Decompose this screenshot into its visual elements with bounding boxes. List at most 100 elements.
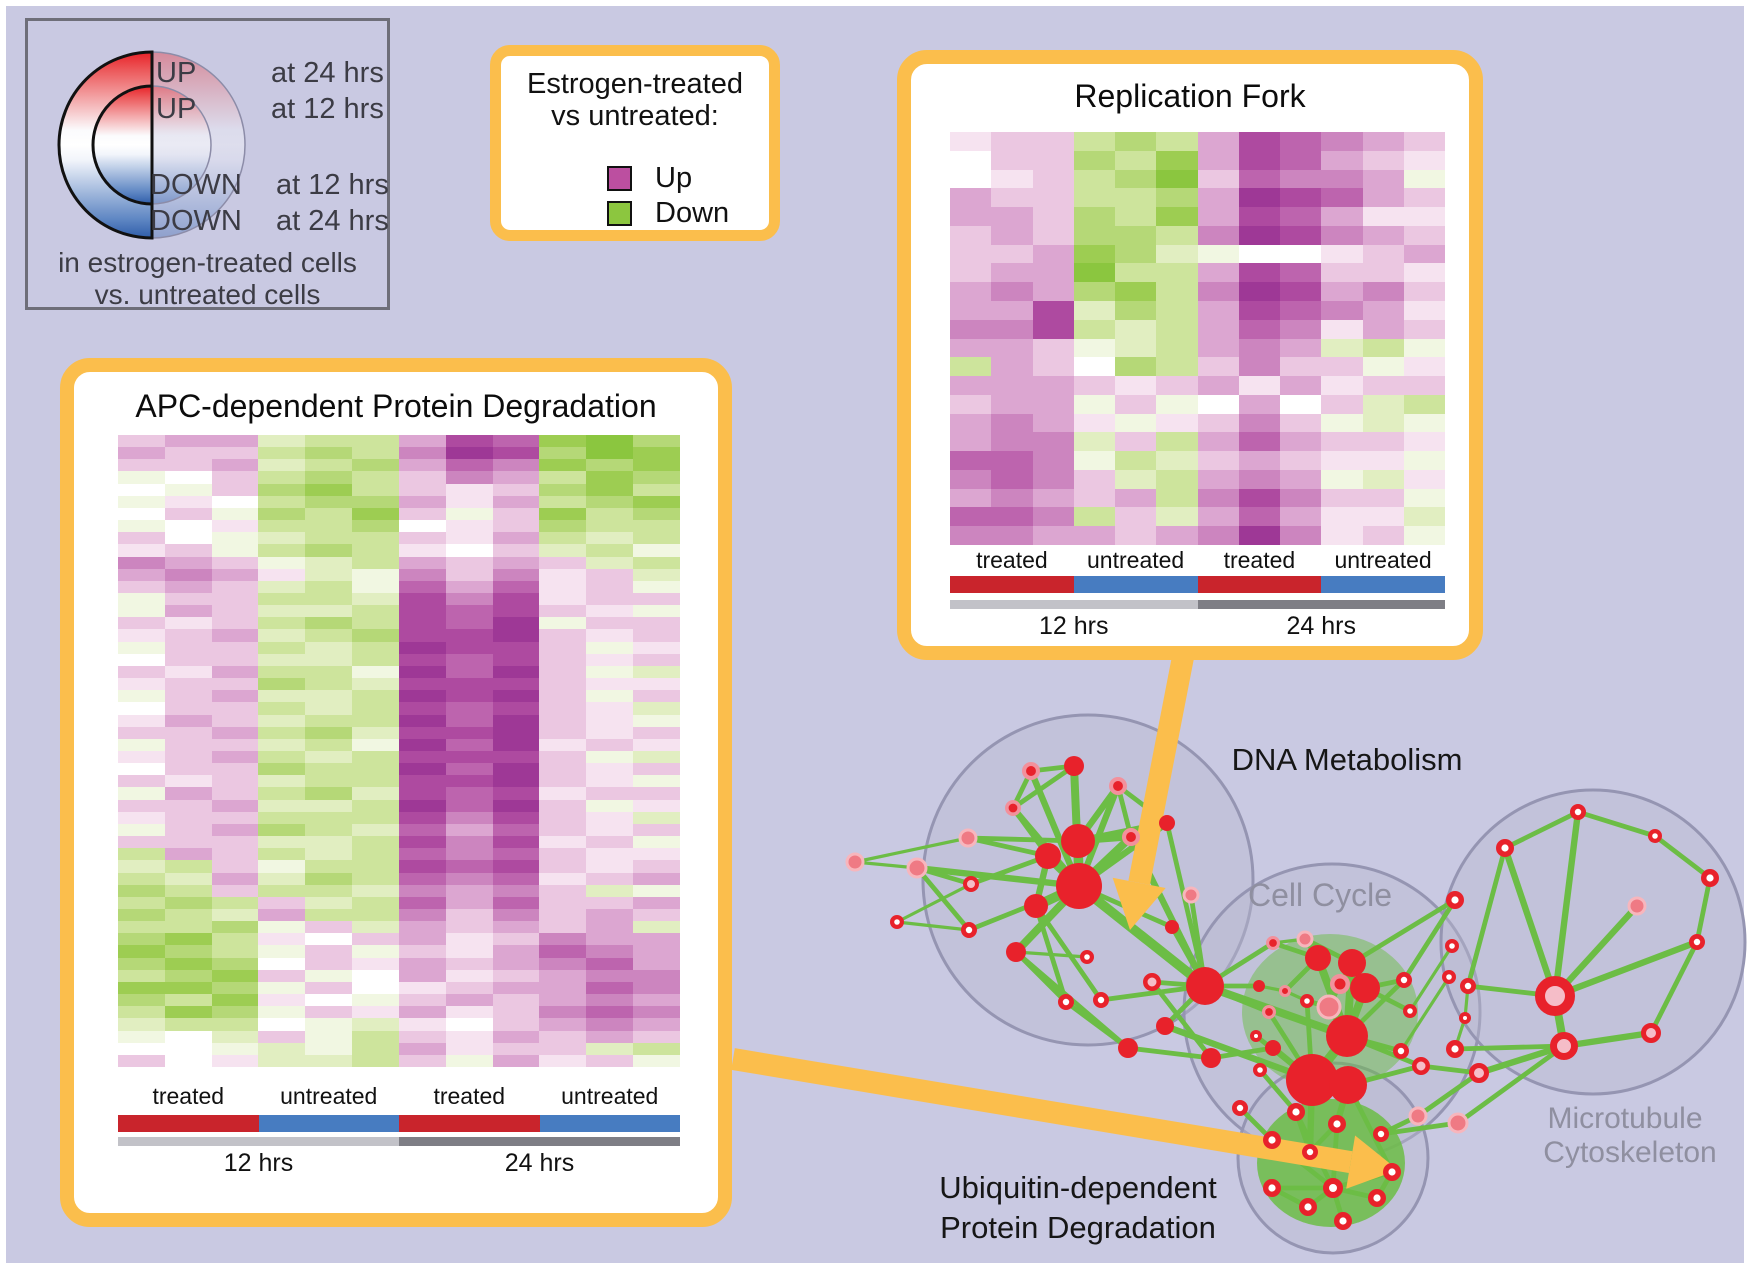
heatmap-cell <box>164 459 212 472</box>
heatmap-cell <box>258 981 306 995</box>
heatmap-cell <box>950 338 992 358</box>
legend-up-24: UP <box>156 57 197 89</box>
heatmap-cell <box>445 629 493 642</box>
heatmap-cell <box>1321 244 1363 264</box>
heatmap-cell <box>164 1042 212 1055</box>
heatmap-cell <box>586 738 634 751</box>
heatmap-cell <box>164 690 212 703</box>
heatmap-cell <box>164 580 212 593</box>
heatmap-cell <box>1321 469 1363 489</box>
heatmap-cell <box>118 629 165 642</box>
heatmap-cell <box>1156 169 1198 189</box>
heatmap-cell <box>211 592 259 606</box>
heatmap-cell <box>211 787 259 800</box>
heatmap-cell <box>258 1054 306 1067</box>
heatmap-cell <box>211 836 259 849</box>
legend-down-24: DOWN <box>150 205 242 237</box>
heatmap-cell <box>211 1018 259 1031</box>
heatmap-cell <box>1280 376 1322 395</box>
heatmap-cell <box>1032 469 1074 489</box>
heatmap-cell <box>1362 394 1404 414</box>
heatmap-cell <box>586 447 634 460</box>
heatmap-cell <box>539 714 587 727</box>
heatmap-cell <box>258 568 306 581</box>
heatmap-cell <box>1280 319 1322 339</box>
heatmap-cell <box>492 665 540 679</box>
heatmap-cell <box>539 775 587 788</box>
heatmap-cell <box>305 726 353 739</box>
heatmap-cell <box>633 969 680 982</box>
heatmap-cell <box>1403 526 1445 545</box>
heatmap-cell <box>445 775 493 788</box>
heatmap-cell <box>633 629 680 642</box>
heatmap-cell <box>1032 169 1074 189</box>
heatmap-cell <box>1156 469 1198 489</box>
heatmap-cell <box>539 994 587 1007</box>
heatmap-cell <box>305 617 353 630</box>
heatmap-cell <box>586 750 634 764</box>
heatmap-cell <box>305 957 353 970</box>
heatmap-cell <box>1156 225 1198 245</box>
heatmap-cell <box>1156 207 1198 226</box>
heatmap-cell <box>950 263 992 283</box>
heatmap-cell <box>211 896 259 909</box>
heatmap-cell <box>633 763 680 776</box>
heatmap-cell <box>492 495 540 508</box>
heatmap-cell <box>1197 207 1239 226</box>
heatmap-cell <box>305 702 353 715</box>
heatmap-cell <box>1321 357 1363 377</box>
heatmap-cell <box>586 495 634 508</box>
heatmap-cell <box>164 641 212 654</box>
heatmap-cell <box>633 653 680 666</box>
heatmap-cell <box>305 908 353 922</box>
heatmap-cell <box>445 471 493 484</box>
heatmap-cell <box>539 605 587 618</box>
heatmap-cell <box>398 435 446 448</box>
heatmap-cell <box>633 605 680 618</box>
heatmap-cell <box>398 726 446 739</box>
heatmap-cell <box>445 690 493 703</box>
heatmap-cell <box>1280 357 1322 377</box>
heatmap-cell <box>633 495 680 508</box>
replication-fork-title: Replication Fork <box>1074 78 1306 114</box>
apc-gray-24 <box>399 1137 680 1146</box>
heatmap-cell <box>633 690 680 703</box>
heatmap-cell <box>492 884 540 897</box>
heatmap-cell <box>352 836 399 849</box>
heatmap-cell <box>633 860 680 873</box>
heatmap-cell <box>950 225 992 245</box>
heatmap-cell <box>492 471 540 484</box>
heatmap-cell <box>539 495 587 508</box>
heatmap-cell <box>1032 357 1074 377</box>
heatmap-cell <box>492 994 540 1007</box>
heatmap-cell <box>305 738 353 751</box>
heatmap-cell <box>539 921 587 934</box>
heatmap-cell <box>1197 300 1239 320</box>
rf-time-12: 12 hrs <box>1039 612 1109 640</box>
heatmap-cell <box>164 981 212 995</box>
heatmap-cell <box>1238 413 1280 433</box>
heatmap-cell <box>1073 169 1115 189</box>
heatmap-cell <box>1156 432 1198 452</box>
heatmap-cell <box>1280 469 1322 489</box>
heatmap-cell <box>445 714 493 727</box>
heatmap-cell <box>118 799 165 812</box>
heatmap-cell <box>118 1018 165 1031</box>
heatmap-cell <box>305 714 353 727</box>
heatmap-cell <box>991 150 1033 170</box>
heatmap-cell <box>352 1042 399 1055</box>
heatmap-cell <box>164 933 212 946</box>
heatmap-cell <box>118 507 165 521</box>
heatmap-cell <box>118 848 165 861</box>
rf-group-treated-12: treated <box>976 547 1048 573</box>
heatmap-cell <box>586 435 634 448</box>
heatmap-cell <box>258 799 306 812</box>
heatmap-cell <box>633 556 680 569</box>
heatmap-cell <box>1115 507 1157 527</box>
heatmap-cell <box>211 435 259 448</box>
heatmap-cell <box>633 872 680 885</box>
heatmap-cell <box>211 969 259 982</box>
heatmap-cell <box>1032 413 1074 433</box>
heatmap-cell <box>164 471 212 484</box>
heatmap-cell <box>211 750 259 764</box>
